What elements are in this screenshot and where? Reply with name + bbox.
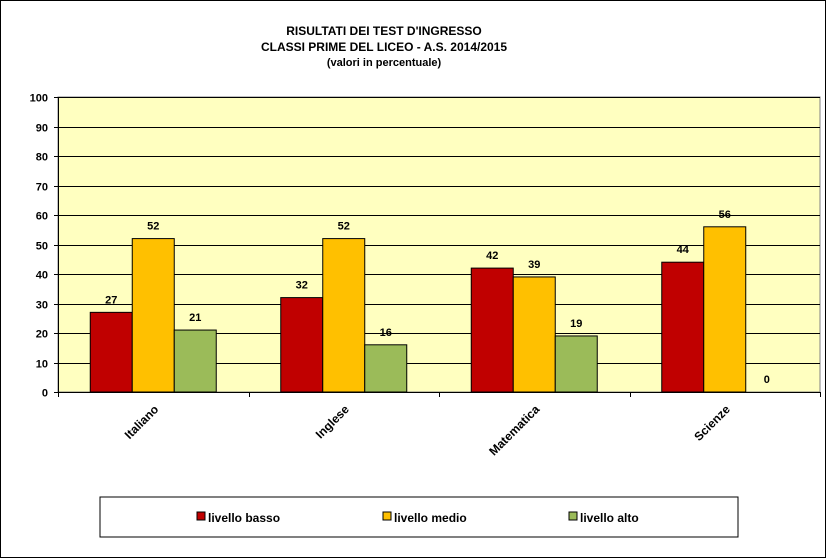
- x-category-label: Inglese: [313, 402, 352, 441]
- x-category-label: Italiano: [122, 402, 162, 442]
- y-tick-label: 40: [36, 270, 48, 282]
- bars: [89, 226, 747, 393]
- data-label: 39: [528, 259, 540, 271]
- y-tick-label: 60: [36, 211, 48, 223]
- data-label: 0: [764, 374, 770, 386]
- data-labels: 27 32 42 44 52 52 39 56 21 16 19 0: [105, 209, 770, 386]
- y-tick-label: 100: [30, 93, 48, 105]
- bar-livello-medio-inglese: [322, 238, 366, 393]
- y-tick-label: 20: [36, 329, 48, 341]
- data-label: 21: [189, 312, 201, 324]
- legend-swatch: [196, 511, 206, 521]
- data-label: 32: [296, 280, 308, 292]
- chart-subtitle: (valori in percentuale): [327, 57, 442, 69]
- bar-livello-alto-italiano: [173, 329, 217, 393]
- data-label: 42: [486, 250, 498, 262]
- data-label: 52: [147, 221, 159, 233]
- legend-swatch: [382, 511, 392, 521]
- x-axis: Italiano Inglese Matematica Scienze: [58, 392, 821, 458]
- legend-label: livello alto: [580, 511, 639, 525]
- chart-title-line-2: CLASSI PRIME DEL LICEO - A.S. 2014/2015: [261, 40, 507, 54]
- legend-swatch: [568, 511, 578, 521]
- data-label: 19: [570, 318, 582, 330]
- chart-title: RISULTATI DEI TEST D'INGRESSO CLASSI PRI…: [261, 24, 507, 69]
- bar-livello-medio-matematica: [512, 276, 556, 393]
- y-tick-label: 80: [36, 152, 48, 164]
- bar-livello-alto-matematica: [554, 335, 598, 393]
- bar-livello-basso-scienze: [661, 261, 705, 393]
- x-category-label: Scienze: [691, 402, 733, 444]
- bar-livello-basso-matematica: [470, 267, 514, 393]
- y-tick-label: 90: [36, 123, 48, 135]
- legend: livello basso livello medio livello alto: [99, 496, 739, 538]
- bar-livello-medio-italiano: [131, 238, 175, 393]
- legend-box: [99, 496, 739, 538]
- y-axis: 0 10 20 30 40 50 60 70 80 90 100: [30, 93, 59, 400]
- x-category-label: Matematica: [486, 402, 542, 458]
- bar-livello-medio-scienze: [703, 226, 747, 393]
- legend-label: livello basso: [208, 511, 280, 525]
- y-tick-label: 0: [42, 388, 48, 400]
- data-label: 27: [105, 294, 117, 306]
- legend-label: livello medio: [394, 511, 467, 525]
- bar-livello-basso-italiano: [89, 311, 133, 393]
- bar-livello-basso-inglese: [280, 297, 324, 393]
- y-tick-label: 50: [36, 241, 48, 253]
- data-label: 56: [719, 209, 731, 221]
- data-label: 16: [380, 327, 392, 339]
- bar-livello-alto-inglese: [364, 344, 408, 393]
- y-tick-label: 70: [36, 182, 48, 194]
- data-label: 52: [338, 221, 350, 233]
- chart-title-line-1: RISULTATI DEI TEST D'INGRESSO: [286, 24, 482, 38]
- data-label: 44: [677, 244, 690, 256]
- y-tick-label: 30: [36, 300, 48, 312]
- y-tick-label: 10: [36, 359, 48, 371]
